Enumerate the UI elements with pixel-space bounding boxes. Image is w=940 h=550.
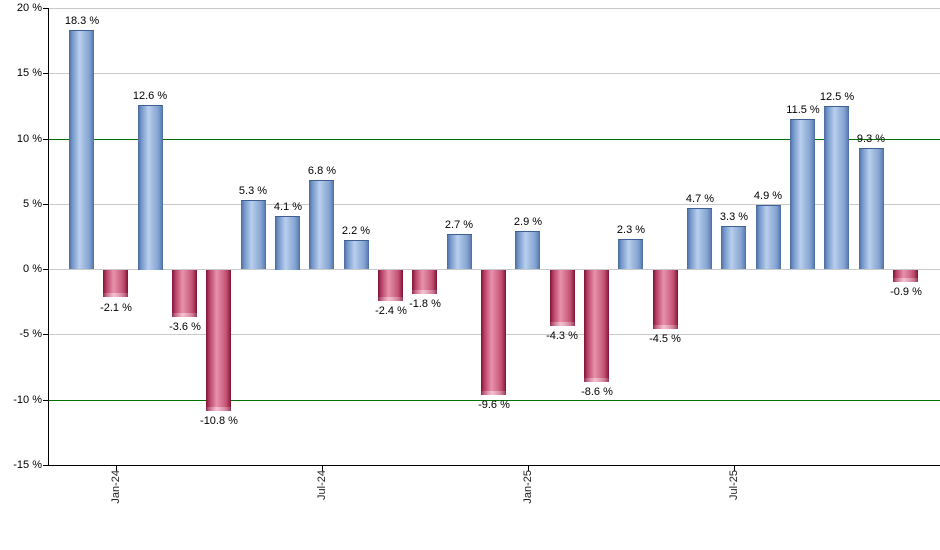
threshold-line: [49, 139, 940, 140]
bar-value-label: -4.5 %: [649, 333, 681, 345]
bar-positive: [344, 240, 369, 269]
bar-value-label: 2.2 %: [341, 225, 371, 237]
x-axis-tick-label: Jul-25: [728, 470, 740, 500]
x-axis-tick-label: Jul-24: [316, 470, 328, 500]
y-axis-tick: [43, 465, 48, 466]
bar-negative: [412, 270, 437, 294]
bar-value-label: 2.7 %: [444, 219, 474, 231]
bar-positive: [824, 106, 849, 269]
gridline: [49, 8, 940, 9]
x-axis-tick: [322, 466, 323, 471]
bar-value-label: -2.1 %: [100, 302, 132, 314]
bar-value-label: 5.3 %: [238, 185, 268, 197]
bar-positive: [447, 234, 472, 269]
bar-value-label: 18.3 %: [64, 15, 100, 27]
bar-negative: [550, 270, 575, 326]
y-axis-tick: [43, 73, 48, 74]
y-axis-tick-label: 10 %: [16, 133, 42, 145]
gridline: [49, 269, 940, 270]
bar-value-label: -9.6 %: [478, 399, 510, 411]
bar-value-label: 2.9 %: [513, 216, 543, 228]
bar-negative: [481, 270, 506, 395]
y-axis-tick-label: 0 %: [23, 263, 42, 275]
bar-positive: [515, 231, 540, 269]
bar-value-label: 4.9 %: [753, 190, 783, 202]
bar-negative: [172, 270, 197, 317]
bar-value-label: -4.3 %: [546, 330, 578, 342]
y-axis-tick-label: 20 %: [16, 2, 42, 14]
bar-value-label: 12.5 %: [819, 91, 855, 103]
y-axis-tick-label: -5 %: [19, 328, 42, 340]
bar-positive: [618, 239, 643, 269]
bar-value-label: 11.5 %: [786, 104, 820, 116]
bar-negative: [378, 270, 403, 301]
y-axis-tick-label: -15 %: [13, 459, 42, 471]
y-axis-tick: [43, 8, 48, 9]
y-axis-tick: [43, 400, 48, 401]
bar-value-label: 2.3 %: [616, 224, 646, 236]
bar-value-label: -2.4 %: [375, 305, 407, 317]
bar-value-label: 4.7 %: [685, 193, 715, 205]
bar-value-label: 4.1 %: [273, 201, 303, 213]
bar-value-label: -1.8 %: [409, 298, 441, 310]
gridline: [49, 204, 940, 205]
bar-value-label: -10.8 %: [200, 415, 238, 427]
bar-positive: [687, 208, 712, 269]
gridline: [49, 73, 940, 74]
bar-value-label: 6.8 %: [307, 165, 337, 177]
x-axis-tick: [116, 466, 117, 471]
bar-positive: [138, 105, 163, 270]
y-axis-tick: [43, 204, 48, 205]
bar-positive: [275, 216, 300, 270]
bar-positive: [859, 148, 884, 269]
x-axis-tick-label: Jan-24: [110, 470, 122, 504]
bar-positive: [309, 180, 334, 269]
y-axis-tick: [43, 139, 48, 140]
y-axis-tick-label: 5 %: [23, 198, 42, 210]
y-axis-tick-label: -10 %: [13, 394, 42, 406]
x-axis-tick: [734, 466, 735, 471]
y-axis-tick: [43, 269, 48, 270]
x-axis-tick-label: Jan-25: [522, 470, 534, 504]
bar-positive: [241, 200, 266, 269]
bar-negative: [103, 270, 128, 297]
bar-negative: [584, 270, 609, 382]
y-axis-tick-label: 15 %: [16, 67, 42, 79]
x-axis-line: [48, 465, 940, 466]
bar-value-label: 9.3 %: [856, 133, 886, 145]
threshold-line: [49, 400, 940, 401]
bar-negative: [893, 270, 918, 282]
bar-positive: [790, 119, 815, 269]
bar-value-label: 12.6 %: [132, 90, 168, 102]
x-axis-tick: [528, 466, 529, 471]
bar-positive: [69, 30, 94, 269]
y-axis-tick: [43, 334, 48, 335]
bar-value-label: 3.3 %: [719, 211, 749, 223]
bar-negative: [653, 270, 678, 329]
bar-negative: [206, 270, 231, 411]
bar-positive: [721, 226, 746, 269]
bar-positive: [756, 205, 781, 269]
y-axis-line: [48, 8, 49, 466]
bar-value-label: -8.6 %: [581, 386, 613, 398]
bar-value-label: -3.6 %: [169, 321, 201, 333]
bar-value-label: -0.9 %: [890, 286, 922, 298]
